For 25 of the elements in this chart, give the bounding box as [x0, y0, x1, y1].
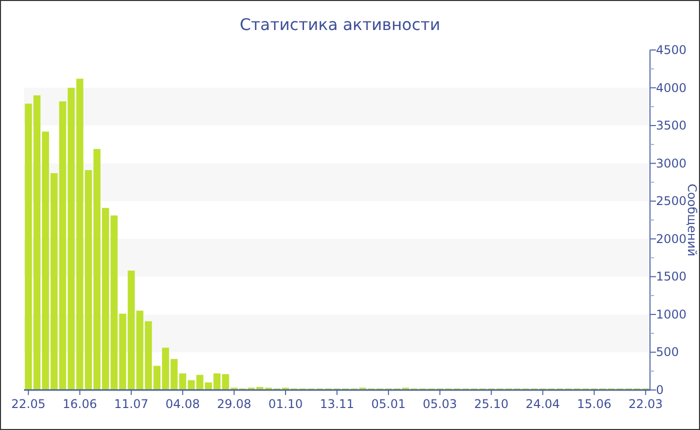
x-tick-label: 25.10 [474, 397, 508, 411]
x-tick-label: 13.11 [320, 397, 354, 411]
x-tick-label: 16.06 [62, 397, 97, 411]
x-tick-label: 15.06 [577, 397, 612, 411]
chart-title: Статистика активности [240, 15, 440, 34]
x-tick-label: 22.05 [11, 397, 46, 411]
y-tick-label: 1000 [656, 307, 687, 322]
y-tick-label: 4500 [656, 43, 687, 57]
y-tick-label: 0 [656, 383, 664, 397]
y-tick-label: 3500 [656, 118, 687, 133]
x-tick-label: 05.01 [371, 397, 406, 411]
y-tick-label: 4000 [656, 80, 687, 95]
x-tick-label: 11.07 [114, 397, 148, 411]
x-tick-label: 22.03 [628, 397, 663, 411]
y-tick-label: 500 [656, 345, 679, 360]
x-tick-label: 24.04 [526, 397, 560, 411]
x-tick-label: 04.08 [166, 397, 200, 411]
y-tick-label: 2000 [656, 232, 687, 246]
y-tick-label: 1500 [656, 270, 687, 284]
x-tick-label: 01.10 [268, 397, 303, 411]
y-axis-title: Сообщений [685, 184, 699, 256]
x-tick-label: 05.03 [422, 397, 458, 411]
y-tick-label: 3000 [656, 156, 687, 170]
x-tick-label: 29.08 [216, 397, 252, 411]
y-tick-label: 2500 [656, 194, 687, 208]
